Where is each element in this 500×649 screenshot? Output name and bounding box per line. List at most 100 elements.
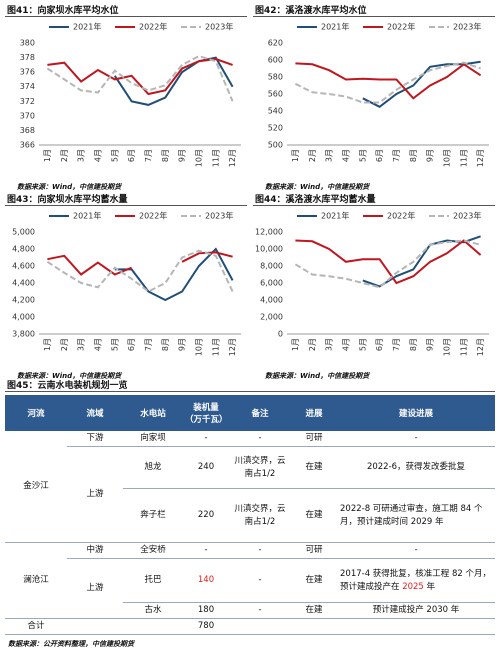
- header-cell: 建设进展: [337, 395, 495, 431]
- progress: -: [337, 542, 495, 559]
- station: 托巴: [123, 558, 183, 603]
- x-tick-label: 4月: [93, 338, 102, 351]
- basin: 下游: [67, 431, 123, 447]
- legend-label: 2022年: [387, 211, 415, 221]
- x-tick-label: 12月: [228, 338, 237, 356]
- legend-label: 2022年: [139, 22, 167, 32]
- header-cell: 进展: [291, 395, 337, 431]
- progress-text: 2022-8 可研通过审查，施工期 84 个月，预计建成时间 2029 年: [340, 503, 483, 527]
- station: 旭龙: [123, 446, 183, 489]
- row: 古水 180 - 在建 预计建成投产 2030 年: [5, 602, 495, 619]
- chart: 500 520 540 560 580 600 620 1月 2月 3月 4月 5月 6月 7月 8月 9月 1…: [268, 22, 489, 167]
- y-tick-label: 6,000: [260, 279, 283, 288]
- note: -: [229, 542, 291, 559]
- x-tick-label: 12月: [476, 338, 485, 356]
- x-tick-label: 9月: [426, 338, 435, 351]
- basin: 上游: [67, 558, 123, 619]
- status: 在建: [291, 558, 337, 603]
- x-tick-label: 5月: [358, 338, 367, 351]
- legend-label: 2022年: [387, 22, 415, 32]
- station: 全安桥: [123, 542, 183, 559]
- capacity: -: [183, 431, 229, 447]
- figure-title: 图43：向家坝水库平均蓄水量: [5, 192, 247, 206]
- x-tick-label: 8月: [161, 338, 170, 351]
- note: -: [229, 602, 291, 619]
- table-figure: 图45：云南水电装机规划一览 河流 流域 水电站 装机量（万千瓦） 备注 进展 …: [5, 378, 495, 649]
- header-cell: 备注: [229, 395, 291, 431]
- series-line: [46, 55, 234, 102]
- x-tick-label: 5月: [110, 338, 119, 351]
- basin: 中游: [67, 542, 123, 559]
- y-tick-label: 8,000: [260, 262, 283, 271]
- progress-text: 2017-4 获得批复，核准工程 82 个月，预计建成投产在: [340, 568, 492, 592]
- x-tick-label: 3月: [325, 149, 334, 162]
- capacity: 240: [183, 446, 229, 489]
- x-tick-label: 5月: [110, 149, 119, 162]
- progress: 2022-6，获得发改委批复: [337, 446, 495, 489]
- progress-text: 年: [423, 581, 436, 592]
- legend-label: 2023年: [205, 211, 233, 221]
- series-line: [294, 61, 481, 104]
- progress-text: -: [414, 433, 418, 443]
- note: -: [229, 558, 291, 603]
- total-capacity: 780: [183, 618, 229, 635]
- x-tick-label: 2月: [308, 338, 317, 351]
- row: 上游 托巴 140 - 在建 2017-4 获得批复，核准工程 82 个月，预计…: [5, 558, 495, 619]
- source: 数据来源：Wind，中信建投期货: [265, 372, 370, 380]
- x-tick-label: 1月: [291, 338, 300, 351]
- x-tick-label: 5月: [358, 149, 367, 162]
- chart: 3,800 4,000 4,200 4,400 4,600 4,800 5,000 1月 2月 3…: [12, 211, 241, 356]
- series-line: [46, 249, 234, 293]
- source: 数据来源：Wind，中信建投期货: [17, 183, 122, 191]
- figure-title: 图41：向家坝水库平均水位: [5, 3, 247, 17]
- y-tick-label: 370: [20, 111, 35, 120]
- legend-label: 2021年: [321, 22, 349, 32]
- x-tick-label: 9月: [178, 338, 187, 351]
- x-tick-label: 11月: [211, 338, 220, 356]
- x-tick-label: 7月: [144, 338, 153, 351]
- figure-title: 图45：云南水电装机规划一览: [5, 378, 495, 392]
- note: 川滇交界，云南占1/2: [229, 446, 291, 489]
- capacity: 220: [183, 488, 229, 543]
- figure: 图43：向家坝水库平均蓄水量 3,800 4,000 4,200 4,400 4,600…: [5, 192, 247, 381]
- header-cell: 流域: [67, 395, 123, 431]
- header-cell: 水电站: [123, 395, 183, 431]
- status: 在建: [291, 446, 337, 489]
- total-row: 合计 780: [5, 618, 495, 635]
- status: 在建: [291, 602, 337, 619]
- x-tick-label: 10月: [442, 338, 451, 356]
- figure: 图42：溪洛渡水库平均水位 500 520 540 560 580 600 620 1月 2月 3…: [253, 3, 495, 192]
- y-tick-label: 374: [20, 82, 35, 91]
- x-tick-label: 6月: [127, 149, 136, 162]
- y-tick-label: 366: [20, 141, 35, 150]
- progress-text: 预计建成投产 2030 年: [372, 605, 460, 615]
- y-tick-label: 580: [268, 73, 283, 82]
- x-tick-label: 12月: [228, 149, 237, 167]
- progress-text: -: [414, 545, 418, 555]
- source: 数据来源：Wind，中信建投期货: [265, 183, 370, 191]
- x-tick-label: 6月: [375, 149, 384, 162]
- series-line: [114, 247, 234, 302]
- x-tick-label: 11月: [459, 338, 468, 356]
- progress: -: [337, 431, 495, 447]
- row: 上游 旭龙 240 川滇交界，云南占1/2 在建 2022-6，获得发改委批复: [5, 446, 495, 543]
- x-tick-label: 2月: [60, 338, 69, 351]
- y-tick-label: 10,000: [255, 245, 283, 254]
- y-tick-label: 500: [268, 141, 283, 150]
- y-tick-label: 4,000: [12, 313, 35, 322]
- y-tick-label: 5,000: [12, 228, 35, 237]
- x-tick-label: 6月: [127, 338, 136, 351]
- y-tick-label: 620: [268, 39, 283, 48]
- y-tick-label: 4,200: [12, 296, 35, 305]
- capacity: 180: [183, 602, 229, 619]
- series-line: [295, 62, 482, 100]
- x-tick-label: 1月: [291, 149, 300, 162]
- series-line: [113, 56, 234, 106]
- x-tick-label: 12月: [476, 149, 485, 167]
- header-cell: 河流: [5, 395, 67, 431]
- x-tick-label: 6月: [375, 338, 384, 351]
- chart: 0 2,000 4,000 6,000 8,000 10,000 12,000 1月 2月 3月 4…: [255, 211, 489, 356]
- legend-label: 2023年: [205, 22, 233, 32]
- basin: 上游: [67, 446, 123, 543]
- total-label: 合计: [5, 618, 67, 635]
